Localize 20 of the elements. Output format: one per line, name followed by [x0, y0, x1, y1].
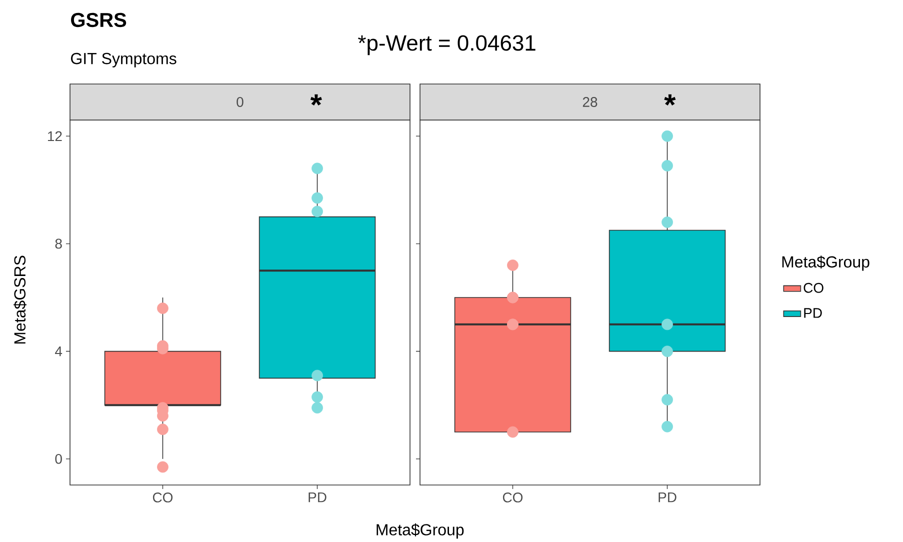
x-tick-label: PD [658, 492, 676, 502]
text: * [664, 94, 676, 106]
y-tick-label: 4 [55, 346, 62, 356]
chart-title: 28 [582, 97, 598, 108]
y-axis-title: Meta$GSRS [14, 256, 27, 344]
y-tick-label: 12 [48, 131, 62, 142]
legend-label: CO [804, 282, 824, 293]
x-tick-label: CO [502, 492, 523, 502]
legend-label: PD [804, 308, 822, 318]
x-tick-label: CO [152, 492, 173, 502]
y-tick-label: 8 [55, 238, 62, 249]
text: * [310, 94, 322, 106]
text: GSRS [71, 12, 126, 28]
x-tick-label: PD [308, 492, 326, 502]
x-axis-title: Meta$Group [376, 523, 464, 539]
y-tick-label: 0 [55, 454, 62, 464]
text: GIT Symptoms [71, 52, 176, 68]
text: *p-Wert = 0.04631 [358, 35, 536, 56]
legend-title: Meta$Group [782, 256, 870, 271]
chart-title: 0 [236, 97, 244, 108]
